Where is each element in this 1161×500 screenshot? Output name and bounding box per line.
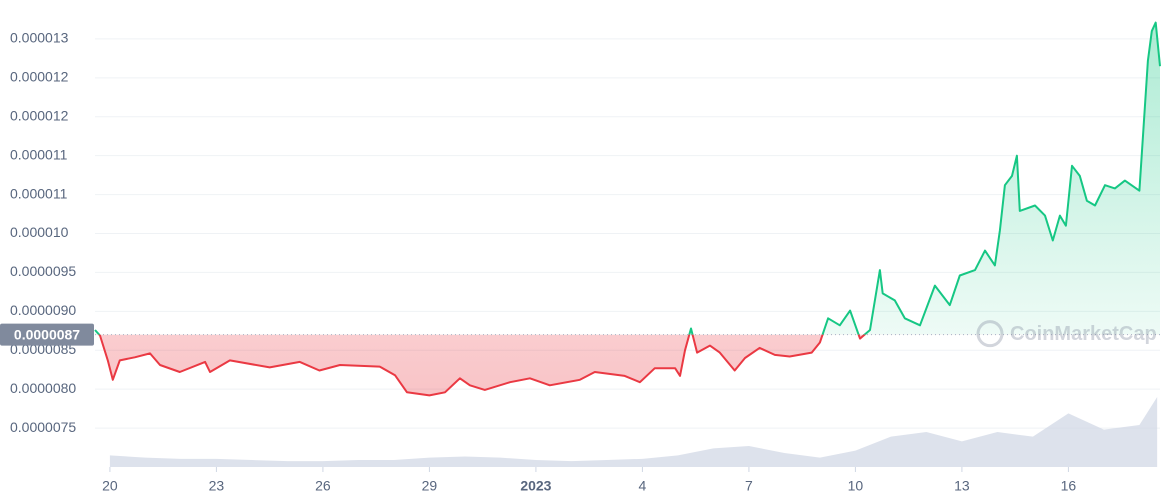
x-tick-label: 16 xyxy=(1061,478,1077,494)
areas xyxy=(95,22,1160,396)
x-tick-label: 13 xyxy=(954,478,970,494)
y-tick-label: 0.000013 xyxy=(10,30,69,46)
price-line-down xyxy=(97,334,867,397)
y-tick-label: 0.0000095 xyxy=(10,263,76,279)
current-price-label: 0.0000087 xyxy=(14,326,80,342)
x-tick-label: 23 xyxy=(209,478,225,494)
area-down xyxy=(99,334,865,396)
y-tick-label: 0.000012 xyxy=(10,107,69,123)
x-tick-label: 2023 xyxy=(520,478,551,494)
y-tick-label: 0.000012 xyxy=(10,69,69,85)
watermark: CoinMarketCap xyxy=(976,320,1157,348)
lines xyxy=(94,21,1161,397)
y-tick-label: 0.0000090 xyxy=(10,302,76,318)
area-up xyxy=(95,22,1160,335)
y-tick-label: 0.0000075 xyxy=(10,419,76,435)
x-tick-label: 10 xyxy=(848,478,864,494)
y-tick-label: 0.000011 xyxy=(10,185,68,201)
watermark-logo xyxy=(976,320,1004,348)
x-tick-label: 20 xyxy=(102,478,118,494)
x-tick-label: 7 xyxy=(745,478,753,494)
x-tick-label: 26 xyxy=(315,478,331,494)
volume xyxy=(109,397,1158,467)
labels: 0.00000750.00000800.00000850.00000900.00… xyxy=(0,30,1157,494)
x-tick-label: 29 xyxy=(422,478,438,494)
x-tick-label: 4 xyxy=(639,478,647,494)
volume-area xyxy=(109,397,1158,467)
y-tick-label: 0.000010 xyxy=(10,224,69,240)
y-tick-label: 0.000011 xyxy=(10,146,68,162)
current-price-badge xyxy=(0,323,94,346)
y-tick-label: 0.0000080 xyxy=(10,380,76,396)
watermark-text: CoinMarketCap xyxy=(1010,323,1157,345)
price-line-up xyxy=(94,21,1161,335)
